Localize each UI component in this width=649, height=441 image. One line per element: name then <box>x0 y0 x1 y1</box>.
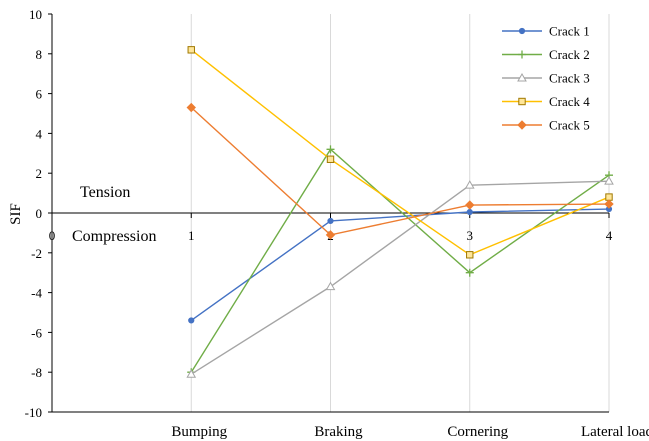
category-label: Braking <box>314 424 363 440</box>
y-tick-labels: -10 -8 -6 -4 -2 0 2 4 6 8 10 <box>25 7 52 420</box>
y-tick-label: 10 <box>29 7 42 22</box>
data-point <box>464 180 475 189</box>
y-tick-label: 2 <box>36 166 43 181</box>
category-label: Lateral load <box>581 424 649 440</box>
y-tick-label: -8 <box>31 365 42 380</box>
legend: Crack 1 Crack 2 Crack 3 Crack 4 Crack 5 <box>502 24 590 133</box>
compression-annotation: Compression <box>72 228 156 245</box>
data-point <box>186 102 196 113</box>
data-point <box>466 208 473 216</box>
series-crack-4 <box>187 46 613 259</box>
series-lines <box>186 46 614 378</box>
x-tick-label: 3 <box>467 228 474 243</box>
y-tick-label: 0 <box>36 206 43 221</box>
y-tick-label: -2 <box>31 246 42 261</box>
data-point <box>187 46 195 54</box>
data-point <box>604 176 614 185</box>
series-crack-5 <box>186 102 614 240</box>
legend-label: Crack 1 <box>549 24 590 39</box>
y-tick-label: 4 <box>36 126 43 141</box>
legend-label: Crack 2 <box>549 47 590 62</box>
x-tick-label: 0 <box>49 228 56 243</box>
category-labels: Bumping Braking Cornering Lateral load <box>171 424 649 440</box>
data-point <box>326 155 335 163</box>
x-tick-label: 4 <box>606 228 613 243</box>
data-point <box>518 27 526 35</box>
series-line <box>190 107 610 236</box>
y-tick-label: 6 <box>36 87 43 102</box>
legend-label: Crack 4 <box>549 94 590 109</box>
y-tick-label: -10 <box>25 405 42 420</box>
y-tick-label: -6 <box>31 325 42 340</box>
legend-item: Crack 4 <box>502 94 590 109</box>
legend-item: Crack 5 <box>502 118 590 133</box>
data-point <box>325 230 336 240</box>
data-point <box>465 200 475 210</box>
data-point <box>327 217 334 225</box>
data-point <box>517 72 527 82</box>
data-point <box>465 268 474 277</box>
data-point <box>604 199 614 209</box>
data-point <box>605 193 613 201</box>
y-axis-label: SIF <box>8 203 24 225</box>
series-crack-3 <box>186 176 614 378</box>
series-line <box>190 208 610 322</box>
category-label: Bumping <box>171 424 227 440</box>
data-point <box>326 145 335 154</box>
y-tick-label: 8 <box>36 47 43 62</box>
series-line <box>190 180 610 375</box>
legend-label: Crack 5 <box>549 118 590 133</box>
tension-annotation: Tension <box>80 184 130 201</box>
series-crack-2 <box>187 145 613 377</box>
legend-label: Crack 3 <box>549 71 590 86</box>
series-line <box>190 148 610 373</box>
data-point <box>188 317 195 324</box>
data-point <box>518 50 526 59</box>
series-line <box>190 49 610 256</box>
category-label: Cornering <box>447 424 508 440</box>
data-point <box>466 251 474 259</box>
data-point <box>517 120 527 130</box>
data-point <box>186 369 197 378</box>
data-point <box>325 281 336 291</box>
data-point <box>518 97 526 106</box>
x-tick-label: 1 <box>188 228 195 243</box>
series-crack-1 <box>188 205 613 324</box>
legend-item: Crack 1 <box>502 24 590 39</box>
legend-item: Crack 3 <box>502 71 590 86</box>
y-tick-label: -4 <box>31 286 42 301</box>
legend-item: Crack 2 <box>502 47 590 62</box>
